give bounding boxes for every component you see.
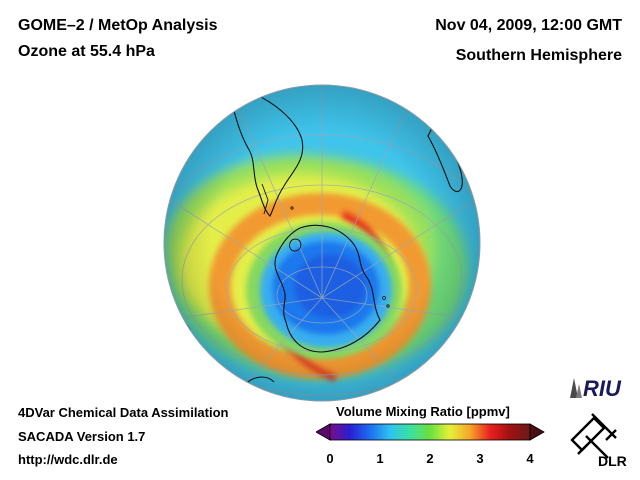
globe-outline [163,84,481,402]
colorbar-tick: 0 [326,451,334,466]
colorbar-tick: 4 [526,451,534,466]
colorbar-high-arrow [529,423,545,441]
riu-logo-text: RIU [583,376,622,401]
map-region: Southern Hemisphere [455,47,622,64]
colorbar-tick: 2 [426,451,434,466]
colorbar-tick: 1 [376,451,384,466]
colorbar-tick: 3 [476,451,484,466]
colorbar-low-arrow [316,423,331,441]
dlr-logo-icon [570,413,617,459]
colorbar [316,423,545,441]
map-title: GOME–2 / MetOp Analysis [18,17,218,34]
map-date: Nov 04, 2009, 12:00 GMT [435,17,622,34]
colorbar-title: Volume Mixing Ratio [ppmv] [336,404,510,419]
riu-logo: RIU [566,372,626,407]
map-subtitle: Ozone at 55.4 hPa [18,43,155,60]
dlr-logo: DLR [564,410,628,475]
dlr-logo-text: DLR [598,453,627,469]
footer-line-1: 4DVar Chemical Data Assimilation [18,405,229,420]
footer-line-2: SACADA Version 1.7 [18,429,146,444]
colorbar-gradient [329,423,531,441]
footer-url: http://wdc.dlr.de [18,452,118,467]
riu-logo-icon [570,378,578,398]
